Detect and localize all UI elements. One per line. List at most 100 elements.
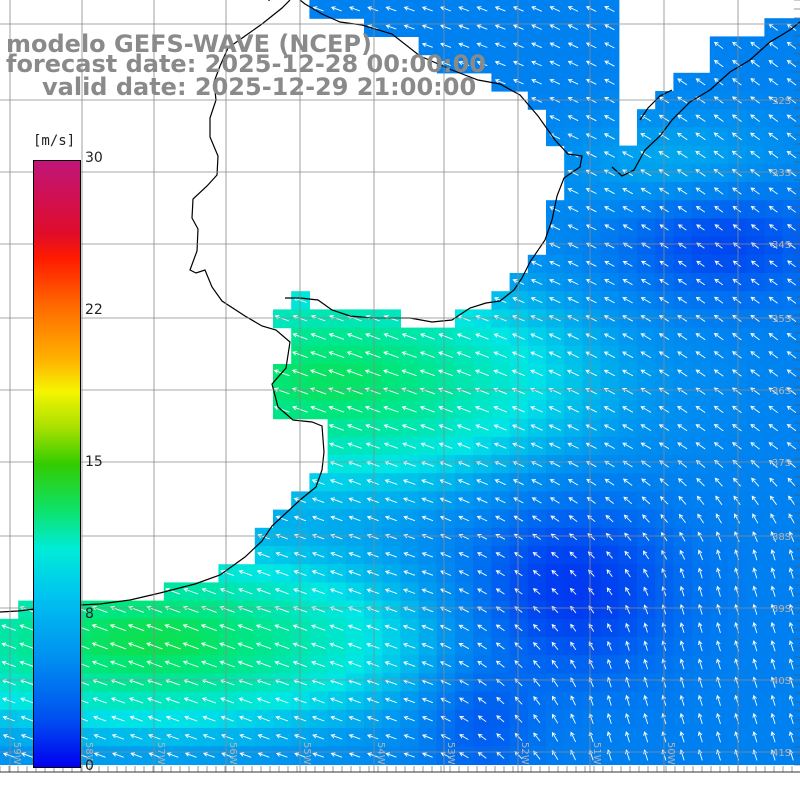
wind-arrow xyxy=(549,60,561,67)
latitude-label: 33S xyxy=(772,168,791,179)
wind-cell xyxy=(782,618,800,638)
wind-arrow xyxy=(768,405,779,414)
wind-arrow xyxy=(328,351,345,359)
wind-arrow xyxy=(165,697,180,704)
wind-arrow xyxy=(752,731,758,743)
wind-arrow xyxy=(346,351,363,359)
wind-arrow xyxy=(603,424,616,431)
wind-arrow xyxy=(643,658,649,670)
wind-arrow xyxy=(625,622,631,633)
wind-arrow xyxy=(421,479,434,485)
wind-arrow xyxy=(385,752,397,758)
wind-arrow xyxy=(697,603,703,615)
wind-arrow xyxy=(713,387,724,395)
wind-arrow xyxy=(695,405,706,413)
wind-arrow xyxy=(585,151,597,158)
wind-arrow xyxy=(456,405,471,413)
wind-arrow xyxy=(128,697,144,704)
wind-arrow xyxy=(769,477,778,487)
longitude-label: 52W xyxy=(519,742,530,765)
wind-arrow xyxy=(768,442,779,450)
wind-arrow xyxy=(384,661,398,667)
wind-arrow xyxy=(459,734,469,740)
wind-vector-arrows xyxy=(1,6,797,761)
wind-arrow xyxy=(458,624,470,631)
wind-arrow xyxy=(640,206,651,213)
colorbar-tick-30: 30 xyxy=(85,150,103,166)
wind-arrow xyxy=(696,495,705,505)
wind-arrow xyxy=(677,442,688,450)
wind-arrow xyxy=(164,660,181,668)
wind-arrow xyxy=(770,658,776,670)
wind-arrow xyxy=(713,423,724,432)
wind-arrow xyxy=(625,731,630,743)
wind-arrow xyxy=(530,278,543,285)
wind-arrow xyxy=(695,296,706,304)
wind-arrow xyxy=(606,587,613,596)
wind-arrow xyxy=(607,605,613,614)
wind-arrow xyxy=(329,588,343,595)
wind-arrow xyxy=(786,114,797,122)
latitude-labels: 32S 33S 34S 35S 36S 37S 38S 39S 40S 41S xyxy=(772,96,791,759)
wind-arrow xyxy=(348,533,361,540)
wind-arrow xyxy=(458,24,470,30)
wind-arrow xyxy=(438,351,453,358)
wind-arrow xyxy=(750,423,760,432)
wind-arrow xyxy=(732,78,742,86)
wind-arrow xyxy=(384,515,397,522)
wind-arrow xyxy=(695,369,706,377)
wind-arrow xyxy=(530,260,543,267)
wind-arrow xyxy=(786,296,797,304)
wind-arrow xyxy=(458,42,470,48)
wind-arrow xyxy=(695,351,706,359)
wind-arrow xyxy=(476,6,488,12)
wind-arrow xyxy=(311,570,325,576)
wind-arrow xyxy=(366,515,379,522)
wind-arrow xyxy=(788,603,794,615)
wind-arrow xyxy=(182,624,199,632)
wind-arrow xyxy=(275,515,288,522)
wind-arrow xyxy=(768,59,779,68)
wind-arrow xyxy=(768,224,778,231)
wind-arrow xyxy=(477,715,487,723)
wind-arrow xyxy=(20,697,34,704)
wind-arrow xyxy=(570,659,577,669)
wind-arrow xyxy=(732,477,742,487)
wind-arrow xyxy=(346,424,363,431)
wind-arrow xyxy=(530,369,544,377)
wind-cell xyxy=(782,163,800,183)
wind-arrow xyxy=(311,697,325,704)
wind-arrow xyxy=(532,642,541,650)
wind-arrow xyxy=(607,623,613,633)
wind-arrow xyxy=(625,640,630,651)
wind-arrow xyxy=(625,694,630,706)
wind-arrow xyxy=(623,496,633,505)
wind-arrow xyxy=(440,552,452,558)
wind-cell xyxy=(782,564,800,583)
wind-arrow xyxy=(238,697,253,704)
wind-arrow xyxy=(531,497,542,504)
wind-arrow xyxy=(403,697,416,704)
wind-arrow xyxy=(604,206,615,213)
wind-arrow xyxy=(330,551,343,558)
wind-arrow xyxy=(786,278,796,286)
wind-arrow xyxy=(530,387,544,395)
wind-arrow xyxy=(531,60,542,67)
longitude-label: 58W xyxy=(83,742,94,765)
longitude-labels: 59W 58W 57W 56W 55W 54W 53W 52W 51W 50W xyxy=(11,742,676,765)
wind-arrow xyxy=(330,515,343,522)
wind-arrow xyxy=(328,387,345,395)
wind-arrow xyxy=(697,513,704,524)
wind-arrow xyxy=(494,24,506,30)
wind-arrow xyxy=(621,151,634,158)
wind-arrow xyxy=(677,387,688,395)
wind-arrow xyxy=(274,642,290,650)
wind-arrow xyxy=(768,114,779,122)
wind-arrow xyxy=(752,658,758,670)
wind-arrow xyxy=(531,6,542,12)
wind-arrow xyxy=(732,332,742,341)
wind-arrow xyxy=(622,224,633,231)
wind-arrow xyxy=(697,585,703,597)
wind-cell xyxy=(782,473,800,492)
